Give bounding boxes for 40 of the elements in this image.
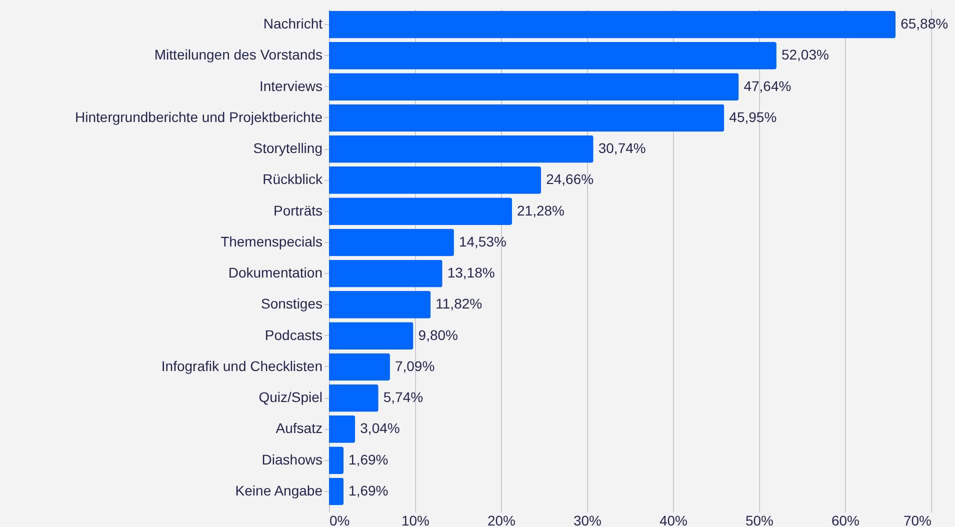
data-label: 9,80%	[418, 326, 458, 343]
y-tick-label: Themenspecials	[220, 233, 322, 250]
data-label: 24,66%	[546, 171, 594, 188]
x-tick-label: 30%	[573, 512, 602, 527]
data-label: 3,04%	[360, 420, 400, 436]
y-tick-label: Nachricht	[263, 16, 323, 32]
y-tick-label: Hintergrundberichte und Projektberichte	[75, 108, 323, 125]
x-tick-label: 50%	[745, 512, 774, 527]
x-tick-label: 70%	[903, 512, 932, 527]
data-label: 14,53%	[458, 233, 506, 250]
x-tick-label: 0%	[330, 512, 350, 527]
data-label: 45,95%	[729, 108, 777, 125]
x-tick-label: 10%	[401, 512, 430, 527]
data-label: 11,82%	[436, 296, 482, 312]
y-tick-label: Rückblick	[262, 171, 324, 188]
data-label: 47,64%	[744, 78, 792, 94]
y-tick-label: Mitteilungen des Vorstands	[154, 46, 322, 63]
y-tick-label: Porträts	[273, 202, 322, 218]
data-label: 65,88%	[900, 16, 948, 32]
y-tick-label: Infografik und Checklisten	[161, 358, 322, 374]
y-tick-label: Quiz/Spiel	[258, 389, 322, 406]
data-label: 30,74%	[598, 140, 646, 156]
y-tick-label: Dokumentation	[228, 264, 322, 281]
data-label: 52,03%	[781, 46, 829, 63]
x-tick-label: 20%	[487, 512, 516, 527]
data-label: 7,09%	[394, 358, 435, 374]
data-label: 5,74%	[383, 389, 424, 406]
x-tick-label: 60%	[831, 512, 860, 527]
y-tick-label: Diashows	[262, 451, 322, 468]
data-label: 21,28%	[517, 202, 564, 218]
y-tick-label: Storytelling	[253, 140, 322, 156]
y-tick-label: Aufsatz	[276, 420, 322, 436]
data-label: 1,69%	[348, 482, 388, 498]
y-tick-label: Sonstiges	[261, 296, 322, 312]
y-tick-label: Podcasts	[264, 326, 322, 343]
y-tick-label: Interviews	[259, 78, 322, 94]
x-tick-label: 40%	[659, 512, 688, 527]
y-tick-label: Keine Angabe	[235, 482, 323, 498]
data-label: 13,18%	[447, 264, 495, 281]
data-label: 1,69%	[348, 451, 388, 468]
